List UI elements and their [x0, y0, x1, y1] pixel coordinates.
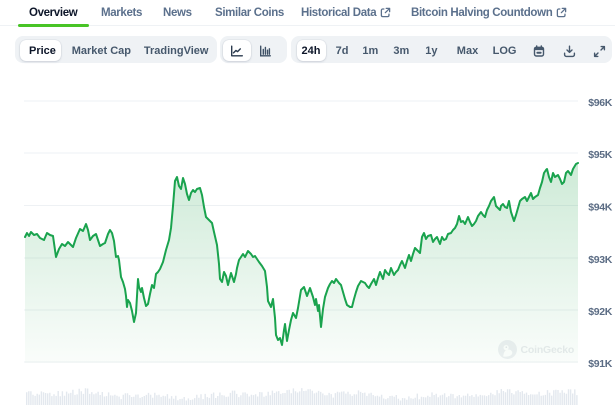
svg-text:$93K: $93K — [588, 254, 612, 266]
svg-text:$92K: $92K — [588, 306, 612, 318]
svg-text:CoinGecko: CoinGecko — [521, 344, 575, 356]
svg-text:$94K: $94K — [588, 201, 612, 213]
svg-text:$96K: $96K — [588, 97, 612, 109]
svg-text:$95K: $95K — [588, 149, 612, 161]
svg-text:$91K: $91K — [588, 358, 612, 370]
